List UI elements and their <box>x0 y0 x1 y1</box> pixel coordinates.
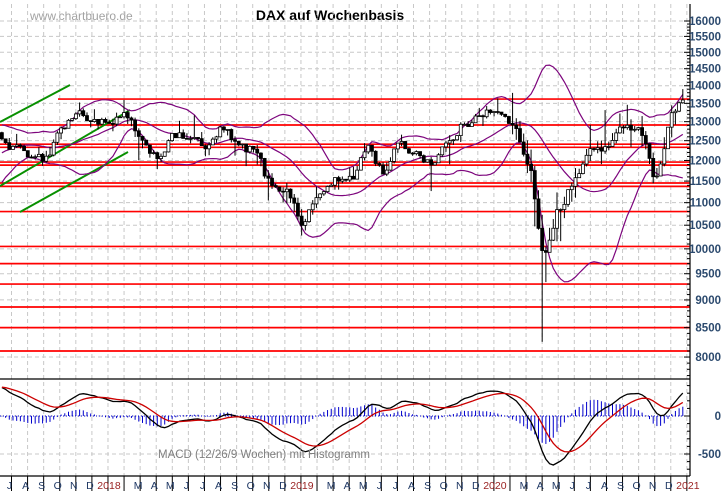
trendline-3 <box>19 151 129 213</box>
x-year-label: 2020 <box>483 480 507 492</box>
watermark: www.chartbuero.de <box>30 9 133 23</box>
x-month-label: N <box>456 480 464 492</box>
y-tick-label: 12500 <box>689 136 721 148</box>
macd-tick-label: 0 <box>715 411 721 423</box>
x-month-label: A <box>408 480 415 492</box>
y-tick-label: 8000 <box>695 352 721 364</box>
axis-labels: 16000 15500 15000 14500 14000 13500 13000 12500… <box>7 16 721 492</box>
x-month-label: O <box>440 480 448 492</box>
x-year-label: 2018 <box>97 480 121 492</box>
x-month-label: A <box>151 480 158 492</box>
signal-line <box>1 386 684 453</box>
x-month-label: J <box>7 480 12 492</box>
x-month-label: S <box>617 480 624 492</box>
x-month-label: D <box>279 480 287 492</box>
y-tick-label: 10000 <box>689 244 721 256</box>
x-year-label: 2021 <box>676 480 700 492</box>
page-title: DAX auf Wochenbasis <box>255 7 405 23</box>
x-month-label: O <box>633 480 641 492</box>
x-month-label: D <box>472 480 480 492</box>
x-month-label: D <box>86 480 94 492</box>
x-month-label: N <box>263 480 271 492</box>
y-tick-label: 15500 <box>689 31 721 43</box>
y-tick-label: 10500 <box>689 220 721 232</box>
x-month-label: A <box>22 480 29 492</box>
x-month-label: J <box>377 480 382 492</box>
y-tick-label: 11000 <box>690 198 721 210</box>
x-month-label: M <box>359 480 368 492</box>
x-month-label: A <box>215 480 222 492</box>
y-tick-label: 13000 <box>689 117 721 129</box>
macd-tick-label: -500 <box>698 449 721 461</box>
macd-layer <box>0 386 690 466</box>
axes-layer <box>0 4 691 491</box>
x-month-label: M <box>520 480 529 492</box>
x-month-label: J <box>184 480 189 492</box>
y-tick-label: 9000 <box>695 295 721 307</box>
x-month-label: M <box>327 480 336 492</box>
x-month-label: N <box>649 480 657 492</box>
x-month-label: J <box>586 480 591 492</box>
x-month-label: O <box>54 480 62 492</box>
x-month-label: J <box>200 480 205 492</box>
x-month-label: S <box>38 480 45 492</box>
y-tick-label: 13500 <box>689 98 721 110</box>
x-month-label: A <box>537 480 544 492</box>
bollinger-upper <box>1 64 684 171</box>
bollinger-layer <box>1 64 684 283</box>
macd-indicator-label: MACD (12/26/9 Wochen) mit Histogramm <box>158 449 370 461</box>
x-month-label: O <box>247 480 255 492</box>
x-month-label: N <box>70 480 78 492</box>
x-year-label: 2019 <box>290 480 314 492</box>
x-month-label: S <box>424 480 431 492</box>
y-tick-label: 15000 <box>689 47 721 59</box>
x-month-label: M <box>552 480 561 492</box>
x-month-label: M <box>134 480 143 492</box>
y-tick-label: 12000 <box>689 155 721 167</box>
y-tick-label: 16000 <box>689 16 721 28</box>
trendlines-layer <box>0 84 131 213</box>
bollinger-lower <box>1 128 683 283</box>
candles-layer <box>0 89 685 342</box>
x-month-label: M <box>166 480 175 492</box>
x-month-label: S <box>231 480 238 492</box>
trendline-1 <box>0 84 71 123</box>
y-tick-label: 9500 <box>695 269 721 281</box>
y-tick-label: 14500 <box>689 64 721 76</box>
x-month-label: J <box>393 480 398 492</box>
support-resistance-lines <box>0 98 690 352</box>
bollinger-middle <box>1 119 684 197</box>
x-month-label: J <box>570 480 575 492</box>
x-month-label: A <box>344 480 351 492</box>
x-month-label: D <box>665 480 673 492</box>
y-tick-label: 8500 <box>695 323 721 335</box>
y-tick-label: 14000 <box>689 81 721 93</box>
x-month-label: A <box>601 480 608 492</box>
y-tick-label: 11500 <box>690 176 721 188</box>
